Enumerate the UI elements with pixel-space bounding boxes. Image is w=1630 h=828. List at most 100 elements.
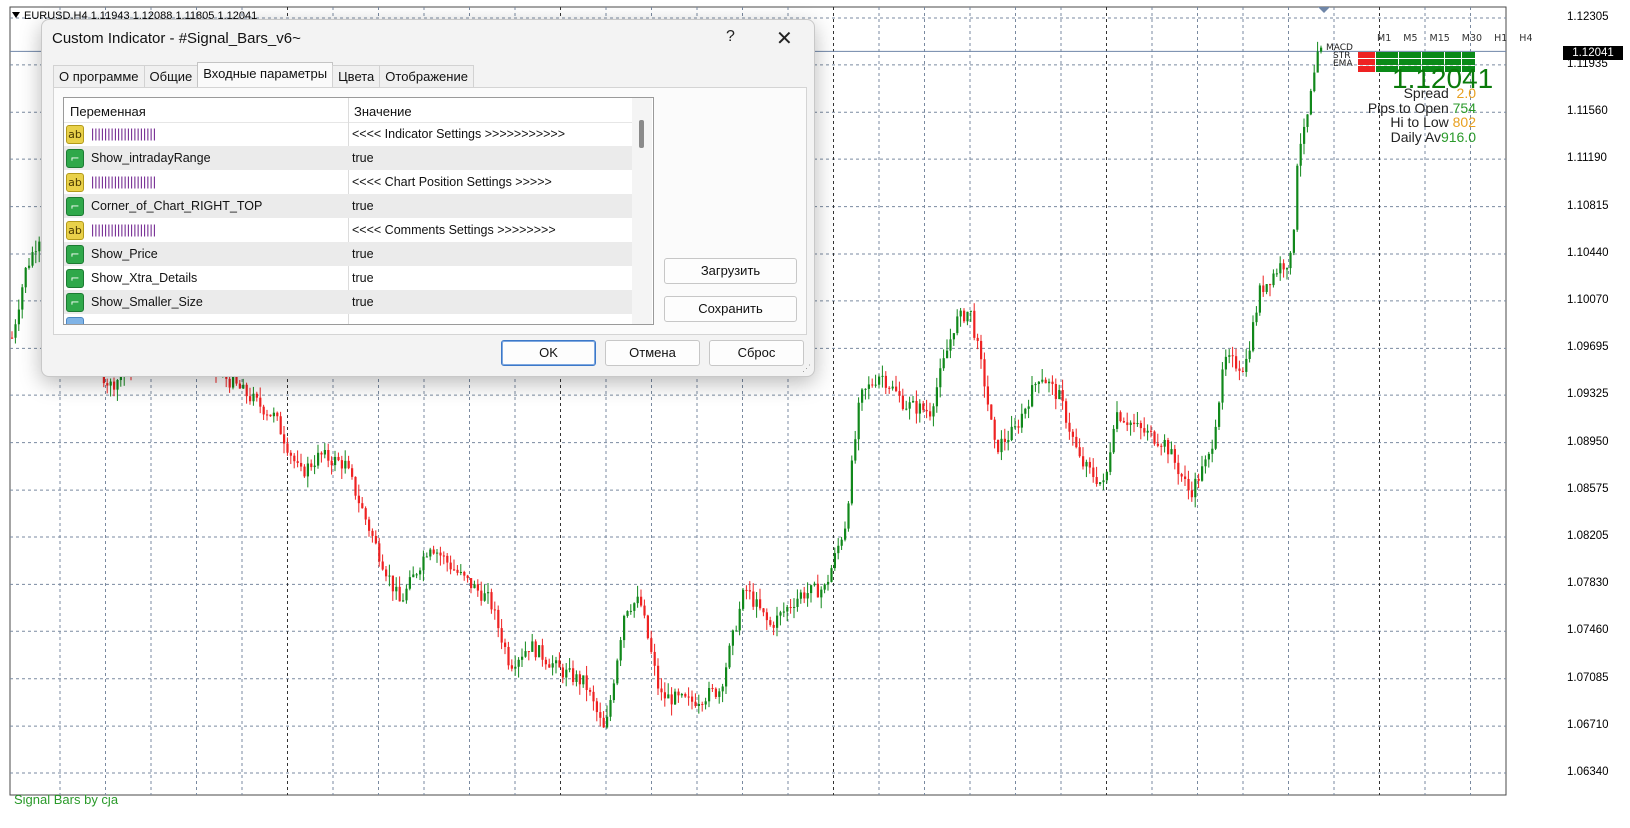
tab-inputs[interactable]: Входные параметры [197,62,334,87]
parameter-value[interactable]: true [352,247,374,261]
close-button[interactable]: ✕ [776,28,793,50]
spread-value: 2.0 [1456,85,1476,101]
candle-body [548,664,551,668]
parameter-row-partial[interactable] [64,314,632,324]
parameter-row[interactable]: ab |||||||||||||||||||| <<<< Comments Se… [64,218,632,242]
candle-body [276,412,279,417]
candle-body [510,665,513,669]
parameter-row[interactable]: ab |||||||||||||||||||| <<<< Indicator S… [64,122,632,146]
candle-body [381,561,384,570]
parameter-value[interactable]: <<<< Chart Position Settings >>>>> [352,175,552,189]
parameter-row[interactable]: ⌐ Show_Smaller_Size true [64,290,632,314]
candle-body [1292,229,1295,253]
candle-body [466,575,469,579]
candle-body [327,449,330,461]
signal-cell [1445,52,1461,58]
timeframe-label: M30 [1461,33,1483,44]
candle-body [1020,413,1023,428]
column-variable[interactable]: Переменная [70,104,146,119]
candle-body [1129,422,1132,426]
candle-body [116,380,119,390]
column-value[interactable]: Значение [354,104,412,119]
parameter-name: Show_Smaller_Size [91,295,203,309]
candle-body [731,630,734,646]
candle-body [24,267,27,288]
candle-body [1027,406,1030,409]
save-button[interactable]: Сохранить [664,296,797,322]
resize-grip-icon[interactable]: ⋰ [802,363,811,373]
candle-body [334,456,337,466]
parameter-value[interactable]: <<<< Indicator Settings >>>>>>>>>>> [352,127,566,141]
candle-body [517,659,520,667]
candle-body [752,591,755,607]
candle-body [289,452,292,456]
candle-body [429,549,432,557]
candle-body [262,406,265,415]
help-button[interactable]: ? [726,28,735,45]
tab-about[interactable]: О программе [53,65,145,87]
price-axis-label: 1.07460 [1567,624,1609,637]
candle-body [432,549,435,554]
candle-body [585,675,588,690]
tab-colors[interactable]: Цвета [332,65,381,87]
candle-body [861,389,864,403]
candle-body [269,414,272,417]
grid-scrollbar[interactable] [632,98,652,324]
parameter-value[interactable]: <<<< Comments Settings >>>>>>>> [352,223,556,237]
parameter-value[interactable]: true [352,199,374,213]
parameters-grid[interactable]: Переменная Значение ab |||||||||||||||||… [63,97,654,325]
candle-body [612,683,615,701]
candle-body [1167,439,1170,455]
menu-triangle-icon[interactable] [12,12,20,18]
candle-body [969,310,972,312]
signal-cell [1399,59,1421,65]
candle-body [799,592,802,599]
parameter-value[interactable]: true [352,295,374,309]
candle-body [1252,322,1255,351]
candle-body [483,593,486,601]
candle-body [1017,426,1020,428]
ok-button[interactable]: OK [501,340,596,366]
signal-cell [1462,52,1475,58]
candle-body [330,460,333,466]
candle-body [786,607,789,612]
candle-body [796,598,799,607]
parameter-value[interactable]: true [352,151,374,165]
parameter-row[interactable]: ab |||||||||||||||||||| <<<< Chart Posit… [64,170,632,194]
price-axis-label: 1.09325 [1567,388,1609,401]
parameter-row[interactable]: ⌐ Show_intradayRange true [64,146,632,170]
candle-body [935,387,938,407]
scrollbar-thumb[interactable] [639,120,644,148]
candle-body [949,339,952,351]
candle-body [670,694,673,705]
parameter-row[interactable]: ⌐ Corner_of_Chart_RIGHT_TOP true [64,194,632,218]
parameter-value[interactable]: true [352,271,374,285]
candle-body [599,712,602,718]
candle-body [425,556,428,558]
bid-price-label: 1.12041 [1563,46,1623,60]
reset-button[interactable]: Сброс [709,340,804,366]
candle-body [487,592,490,594]
candle-body [1136,423,1139,425]
signal-cell [1376,52,1398,58]
tab-visualization[interactable]: Отображение [379,65,474,87]
cancel-button[interactable]: Отмена [605,340,700,366]
candle-body [1221,369,1224,403]
load-button[interactable]: Загрузить [664,258,797,284]
bool-type-icon: ⌐ [66,293,84,312]
candle-body [493,609,496,611]
tab-bar: О программе Общие Входные параметры Цвет… [53,62,474,87]
parameter-row[interactable]: ⌐ Show_Xtra_Details true [64,266,632,290]
candle-body [592,691,595,702]
tab-common[interactable]: Общие [143,65,199,87]
candle-body [531,641,534,652]
parameter-row[interactable]: ⌐ Show_Price true [64,242,632,266]
string-type-icon: ab [66,173,84,192]
period-marker-icon [1318,7,1330,13]
candle-body [1071,431,1074,437]
candle-body [402,600,405,602]
candle-body [555,660,558,664]
pips-open-label: Pips to Open [1367,100,1449,116]
candle-body [364,508,367,520]
candle-body [1139,423,1142,429]
